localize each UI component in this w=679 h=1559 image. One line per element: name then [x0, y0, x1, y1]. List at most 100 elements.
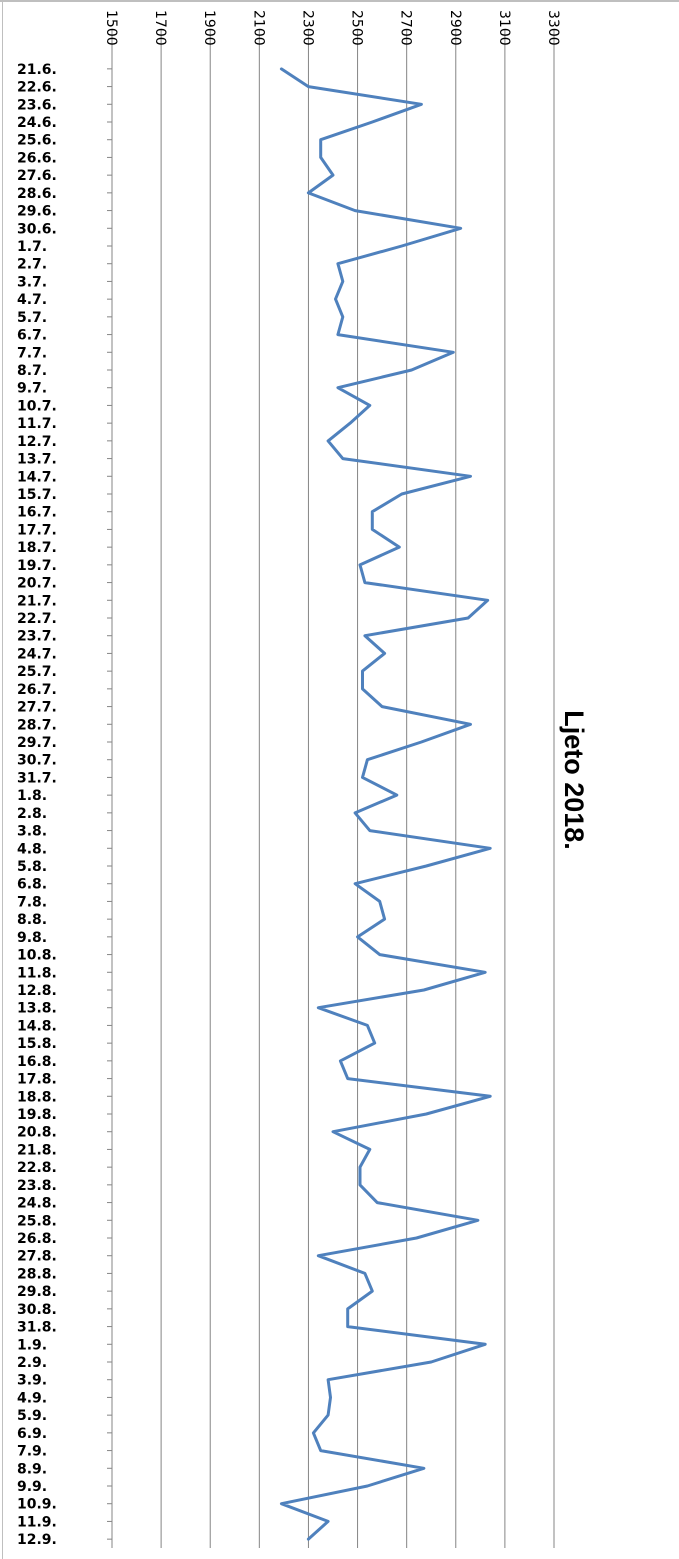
category-label: 7.9. [17, 1444, 47, 1460]
category-label: 7.8. [17, 894, 47, 910]
data-point [371, 121, 374, 124]
category-label: 21.8. [17, 1142, 57, 1158]
category-label: 21.6. [17, 62, 57, 78]
data-point [430, 1361, 433, 1364]
data-point [476, 1219, 479, 1222]
category-label: 20.7. [17, 576, 57, 592]
category-label: 18.7. [17, 540, 57, 556]
category-label: 1.7. [17, 239, 47, 255]
data-point [422, 989, 425, 992]
value-axis-tick-label: 3100 [496, 10, 512, 46]
category-label: 30.7. [17, 753, 57, 769]
data-point [329, 1396, 332, 1399]
category-label: 6.7. [17, 328, 47, 344]
chart-border-top [0, 0, 679, 2]
category-label: 31.8. [17, 1320, 57, 1336]
category-label: 7.7. [17, 345, 47, 361]
data-point [489, 847, 492, 850]
category-label: 9.8. [17, 930, 47, 946]
data-point [486, 599, 489, 602]
data-point [371, 1290, 374, 1293]
category-label: 12.7. [17, 434, 57, 450]
category-label: 9.7. [17, 381, 47, 397]
category-label: 29.7. [17, 735, 57, 751]
data-point [327, 439, 330, 442]
series-line [279, 67, 492, 1541]
category-label: 16.7. [17, 505, 57, 521]
data-point [346, 1307, 349, 1310]
data-point [336, 262, 339, 265]
category-label: 28.7. [17, 717, 57, 733]
data-point [341, 315, 344, 318]
data-point [354, 882, 357, 885]
category-label: 26.6. [17, 150, 57, 166]
category-label: 15.7. [17, 487, 57, 503]
category-label: 13.7. [17, 452, 57, 468]
category-label: 10.7. [17, 398, 57, 414]
data-point [378, 953, 381, 956]
data-point [356, 935, 359, 938]
category-label: 12.9. [17, 1532, 57, 1548]
category-label: 1.9. [17, 1337, 47, 1353]
category-label: 6.8. [17, 877, 47, 893]
data-point [420, 741, 423, 744]
data-point [341, 457, 344, 460]
value-axis-tick-label: 3300 [545, 10, 561, 46]
category-label: 21.7. [17, 593, 57, 609]
category-label: 25.7. [17, 664, 57, 680]
data-point [334, 298, 337, 301]
category-label: 5.7. [17, 310, 47, 326]
category-label: 30.8. [17, 1302, 57, 1318]
data-point [336, 386, 339, 389]
category-label: 24.7. [17, 646, 57, 662]
data-point [410, 369, 413, 372]
category-label: 8.7. [17, 363, 47, 379]
data-point [307, 1538, 310, 1541]
data-point [383, 652, 386, 655]
data-point [398, 546, 401, 549]
data-point [307, 85, 310, 88]
data-point [366, 1485, 369, 1488]
data-point [400, 245, 403, 248]
category-label: 2.8. [17, 806, 47, 822]
category-label: 23.8. [17, 1178, 57, 1194]
category-label: 11.7. [17, 416, 57, 432]
data-point [422, 1467, 425, 1470]
data-point [378, 900, 381, 903]
data-point [280, 67, 283, 70]
value-axis-tick-label: 2100 [250, 10, 266, 46]
category-label: 4.7. [17, 292, 47, 308]
data-point [317, 1254, 320, 1257]
data-point [400, 493, 403, 496]
data-point [361, 687, 364, 690]
data-point [361, 776, 364, 779]
value-axis-tick-label: 1900 [201, 10, 217, 46]
data-point [376, 1201, 379, 1204]
data-point [368, 829, 371, 832]
data-point [280, 1502, 283, 1505]
category-label: 19.8. [17, 1107, 57, 1123]
data-point [332, 174, 335, 177]
category-label: 25.8. [17, 1213, 57, 1229]
data-point [363, 634, 366, 637]
category-label: 27.7. [17, 700, 57, 716]
data-point [381, 705, 384, 708]
category-label: 12.8. [17, 983, 57, 999]
category-label: 22.7. [17, 611, 57, 627]
category-label: 26.8. [17, 1231, 57, 1247]
data-point [327, 1520, 330, 1523]
category-label: 23.6. [17, 97, 57, 113]
data-point [467, 617, 470, 620]
data-point [359, 1183, 362, 1186]
data-point [327, 1414, 330, 1417]
value-axis-tick-label: 2300 [299, 10, 315, 46]
data-point [341, 280, 344, 283]
data-point [425, 1113, 428, 1116]
category-label: 14.8. [17, 1018, 57, 1034]
category-label: 6.9. [17, 1426, 47, 1442]
category-label: 1.8. [17, 788, 47, 804]
data-point [469, 723, 472, 726]
category-label: 16.8. [17, 1054, 57, 1070]
data-point [420, 103, 423, 106]
